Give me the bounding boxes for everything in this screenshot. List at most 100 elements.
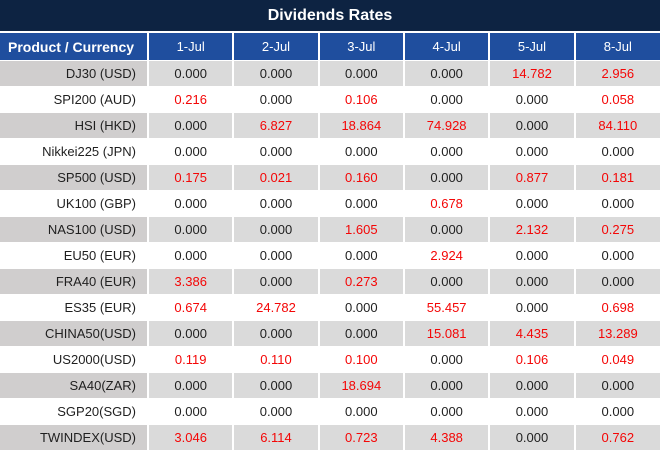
dividend-value-cell: 0.000 xyxy=(146,138,234,165)
dividend-value-cell: 0.000 xyxy=(488,138,575,165)
dividend-value-cell: 0.000 xyxy=(488,86,575,113)
table-row: UK100 (GBP) 0.000 0.000 0.000 0.678 0.000 0.00… xyxy=(0,190,660,217)
dividend-value-cell: 0.119 xyxy=(146,346,234,373)
header-row: Product / Currency 1-Jul 2-Jul 3-Jul 4-Jul 5-… xyxy=(0,33,660,61)
dividend-value-cell: 0.000 xyxy=(146,216,234,243)
dividend-value-cell: 0.000 xyxy=(488,112,575,139)
dividend-value-cell: 74.928 xyxy=(402,112,490,139)
product-label-cell: UK100 (GBP) xyxy=(0,190,148,217)
dividend-value-cell: 0.723 xyxy=(317,424,404,450)
product-label-cell: US2000(USD) xyxy=(0,346,148,373)
dividend-value-cell: 0.000 xyxy=(232,398,319,425)
dividend-value-cell: 84.110 xyxy=(573,112,660,139)
table-row: SGP20(SGD) 0.000 0.000 0.000 0.000 0.000 0.000 xyxy=(0,398,660,425)
dividend-value-cell: 0.000 xyxy=(146,320,234,347)
product-label-cell: SP500 (USD) xyxy=(0,164,148,191)
dividend-value-cell: 0.877 xyxy=(488,164,575,191)
dividend-value-cell: 0.110 xyxy=(232,346,319,373)
dividend-value-cell: 0.000 xyxy=(317,242,404,269)
dividend-value-cell: 0.000 xyxy=(488,424,575,450)
dividend-value-cell: 55.457 xyxy=(402,294,490,321)
dividend-value-cell: 0.000 xyxy=(402,346,490,373)
dividend-value-cell: 0.000 xyxy=(232,242,319,269)
table-row: CHINA50(USD) 0.000 0.000 0.000 15.081 4.435 13… xyxy=(0,320,660,347)
dividend-value-cell: 0.000 xyxy=(317,398,404,425)
dividend-value-cell: 2.924 xyxy=(402,242,490,269)
dividend-value-cell: 4.435 xyxy=(488,320,575,347)
dividend-value-cell: 0.000 xyxy=(232,60,319,87)
product-label-cell: EU50 (EUR) xyxy=(0,242,148,269)
dividend-value-cell: 0.000 xyxy=(573,138,660,165)
product-label-cell: SPI200 (AUD) xyxy=(0,86,148,113)
table-title: Dividends Rates xyxy=(0,0,660,33)
dividend-value-cell: 0.698 xyxy=(573,294,660,321)
dividend-value-cell: 0.000 xyxy=(146,60,234,87)
dividend-value-cell: 0.058 xyxy=(573,86,660,113)
date-column-header: 5-Jul xyxy=(488,33,575,61)
dividends-table: Product / Currency 1-Jul 2-Jul 3-Jul 4-Jul 5-… xyxy=(0,33,660,450)
dividend-value-cell: 0.000 xyxy=(317,190,404,217)
dividend-value-cell: 2.132 xyxy=(488,216,575,243)
dividend-value-cell: 6.827 xyxy=(232,112,319,139)
dividend-value-cell: 0.000 xyxy=(146,372,234,399)
product-label-cell: SA40(ZAR) xyxy=(0,372,148,399)
dividend-value-cell: 0.000 xyxy=(573,372,660,399)
product-label-cell: CHINA50(USD) xyxy=(0,320,148,347)
dividend-value-cell: 0.273 xyxy=(317,268,404,295)
table-row: NAS100 (USD) 0.000 0.000 1.605 0.000 2.132 0.2… xyxy=(0,216,660,243)
table-row: SPI200 (AUD) 0.216 0.000 0.106 0.000 0.000 0.0… xyxy=(0,86,660,113)
dividend-value-cell: 14.782 xyxy=(488,60,575,87)
table-row: Nikkei225 (JPN) 0.000 0.000 0.000 0.000 0.000… xyxy=(0,138,660,165)
dividend-value-cell: 18.694 xyxy=(317,372,404,399)
dividend-value-cell: 0.000 xyxy=(146,242,234,269)
dividend-value-cell: 0.000 xyxy=(317,138,404,165)
dividend-value-cell: 0.175 xyxy=(146,164,234,191)
table-row: DJ30 (USD) 0.000 0.000 0.000 0.000 14.782 2.95… xyxy=(0,60,660,87)
product-label-cell: FRA40 (EUR) xyxy=(0,268,148,295)
product-label-cell: SGP20(SGD) xyxy=(0,398,148,425)
dividend-value-cell: 0.160 xyxy=(317,164,404,191)
dividend-value-cell: 0.762 xyxy=(573,424,660,450)
dividend-value-cell: 2.956 xyxy=(573,60,660,87)
table-row: TWINDEX(USD) 3.046 6.114 0.723 4.388 0.000 0.7… xyxy=(0,424,660,450)
dividend-value-cell: 0.000 xyxy=(573,398,660,425)
product-label-cell: TWINDEX(USD) xyxy=(0,424,148,450)
date-column-header: 1-Jul xyxy=(146,33,234,61)
table-row: FRA40 (EUR) 3.386 0.000 0.273 0.000 0.000 0.00… xyxy=(0,268,660,295)
dividend-value-cell: 0.216 xyxy=(146,86,234,113)
dividend-value-cell: 0.000 xyxy=(232,216,319,243)
table-row: HSI (HKD) 0.000 6.827 18.864 74.928 0.000 84.1… xyxy=(0,112,660,139)
dividend-value-cell: 0.100 xyxy=(317,346,404,373)
table-row: EU50 (EUR) 0.000 0.000 0.000 2.924 0.000 0.000 xyxy=(0,242,660,269)
product-label-cell: ES35 (EUR) xyxy=(0,294,148,321)
dividend-value-cell: 0.000 xyxy=(317,294,404,321)
dividend-value-cell: 0.678 xyxy=(402,190,490,217)
dividend-value-cell: 0.000 xyxy=(488,398,575,425)
dividend-value-cell: 0.000 xyxy=(488,190,575,217)
product-label-cell: DJ30 (USD) xyxy=(0,60,148,87)
product-label-cell: NAS100 (USD) xyxy=(0,216,148,243)
dividend-value-cell: 0.181 xyxy=(573,164,660,191)
date-column-header: 3-Jul xyxy=(317,33,404,61)
dividend-value-cell: 0.000 xyxy=(232,372,319,399)
dividend-value-cell: 4.388 xyxy=(402,424,490,450)
dividend-value-cell: 3.386 xyxy=(146,268,234,295)
dividend-value-cell: 0.674 xyxy=(146,294,234,321)
dividend-value-cell: 0.000 xyxy=(232,320,319,347)
dividend-value-cell: 0.021 xyxy=(232,164,319,191)
dividend-value-cell: 0.000 xyxy=(232,268,319,295)
dividend-value-cell: 0.000 xyxy=(317,320,404,347)
dividend-value-cell: 1.605 xyxy=(317,216,404,243)
dividend-value-cell: 0.000 xyxy=(402,216,490,243)
dividend-value-cell: 0.000 xyxy=(488,372,575,399)
dividend-value-cell: 0.000 xyxy=(402,398,490,425)
date-column-header: 8-Jul xyxy=(573,33,660,61)
date-column-header: 2-Jul xyxy=(232,33,319,61)
dividend-value-cell: 0.000 xyxy=(402,268,490,295)
dividend-value-cell: 6.114 xyxy=(232,424,319,450)
dividend-value-cell: 0.000 xyxy=(402,138,490,165)
table-row: ES35 (EUR) 0.674 24.782 0.000 55.457 0.000 0.6… xyxy=(0,294,660,321)
dividend-value-cell: 0.000 xyxy=(488,268,575,295)
dividend-value-cell: 0.000 xyxy=(146,190,234,217)
